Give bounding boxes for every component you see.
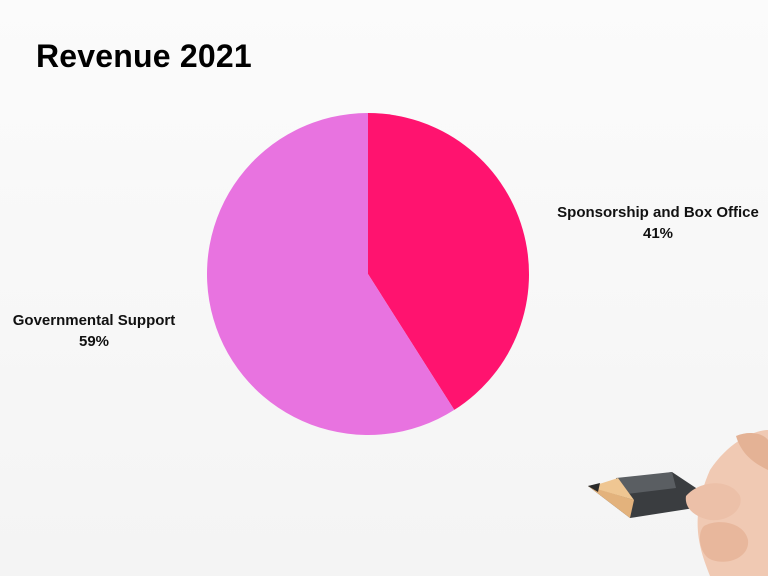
slice-label-percent: 41% [642, 225, 674, 242]
slice-label-text: Sponsorship and Box Office [557, 204, 759, 221]
hand-finger [699, 522, 749, 562]
pencil-body-highlight [616, 472, 676, 495]
slice-label-text: Governmental Support [12, 312, 176, 329]
slice-label-governmental-support: Governmental Support 59% [2, 310, 186, 352]
pencil-hand-icon [588, 430, 768, 576]
pencil-wood [588, 486, 634, 518]
pencil-wood-light [590, 478, 634, 500]
chart-title: Revenue 2021 [36, 38, 252, 74]
slice-label-percent: 59% [78, 333, 110, 350]
pie-slice-sponsorship-and-box-office [368, 113, 530, 410]
pie-slice-governmental-support [207, 113, 455, 435]
pencil-lead [588, 483, 600, 492]
slice-label-sponsorship-box-office: Sponsorship and Box Office 41% [548, 202, 768, 244]
hand-knuckle [736, 433, 768, 470]
hand-finger [685, 483, 741, 521]
